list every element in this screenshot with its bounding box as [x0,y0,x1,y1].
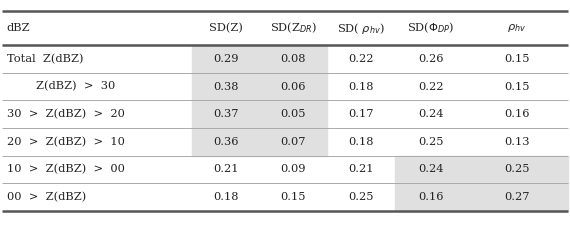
Text: 0.24: 0.24 [418,109,443,119]
Bar [466,183,568,211]
Text: 0.09: 0.09 [281,164,306,174]
Text: 0.15: 0.15 [504,54,530,64]
Bar [192,45,259,73]
Bar [259,100,327,128]
Text: 0.15: 0.15 [504,81,530,92]
Text: $\rho$$_{hv}$: $\rho$$_{hv}$ [507,22,527,34]
Text: 20  >  Z(dBZ)  >  10: 20 > Z(dBZ) > 10 [7,137,124,147]
Text: 0.16: 0.16 [418,192,443,202]
Text: SD( $\rho$$_{hv}$): SD( $\rho$$_{hv}$) [337,20,385,36]
Text: 0.13: 0.13 [504,137,530,147]
Bar [259,128,327,155]
Text: Z(dBZ)  >  30: Z(dBZ) > 30 [7,81,115,92]
Text: dBZ: dBZ [7,23,30,33]
Text: 0.07: 0.07 [281,137,306,147]
Bar [396,183,466,211]
Text: 0.21: 0.21 [349,164,374,174]
Text: 00  >  Z(dBZ): 00 > Z(dBZ) [7,192,86,202]
Text: 0.25: 0.25 [349,192,374,202]
Text: 0.36: 0.36 [213,137,238,147]
Text: 0.22: 0.22 [349,54,374,64]
Text: 0.25: 0.25 [418,137,443,147]
Text: SD(Z$_{DR}$): SD(Z$_{DR}$) [270,21,317,35]
Text: SD(Z): SD(Z) [209,23,242,33]
Bar [192,128,259,155]
Text: 0.16: 0.16 [504,109,530,119]
Text: 0.21: 0.21 [213,164,238,174]
Bar [259,45,327,73]
Text: 0.06: 0.06 [281,81,306,92]
Text: SD($\Phi$$_{DP}$): SD($\Phi$$_{DP}$) [407,21,454,35]
Bar [259,73,327,100]
Bar [466,155,568,183]
Text: 0.29: 0.29 [213,54,238,64]
Text: 0.15: 0.15 [281,192,306,202]
Text: 0.24: 0.24 [418,164,443,174]
Text: Total  Z(dBZ): Total Z(dBZ) [7,54,83,64]
Text: 0.18: 0.18 [349,81,374,92]
Text: 0.38: 0.38 [213,81,238,92]
Text: 0.26: 0.26 [418,54,443,64]
Text: 0.27: 0.27 [504,192,530,202]
Text: 0.05: 0.05 [281,109,306,119]
Bar [396,155,466,183]
Text: 0.37: 0.37 [213,109,238,119]
Text: 0.22: 0.22 [418,81,443,92]
Text: 0.18: 0.18 [349,137,374,147]
Text: 30  >  Z(dBZ)  >  20: 30 > Z(dBZ) > 20 [7,109,124,119]
Bar [192,73,259,100]
Text: 0.18: 0.18 [213,192,238,202]
Text: 0.25: 0.25 [504,164,530,174]
Text: 0.08: 0.08 [281,54,306,64]
Text: 0.17: 0.17 [349,109,374,119]
Text: 10  >  Z(dBZ)  >  00: 10 > Z(dBZ) > 00 [7,164,124,175]
Bar [192,100,259,128]
